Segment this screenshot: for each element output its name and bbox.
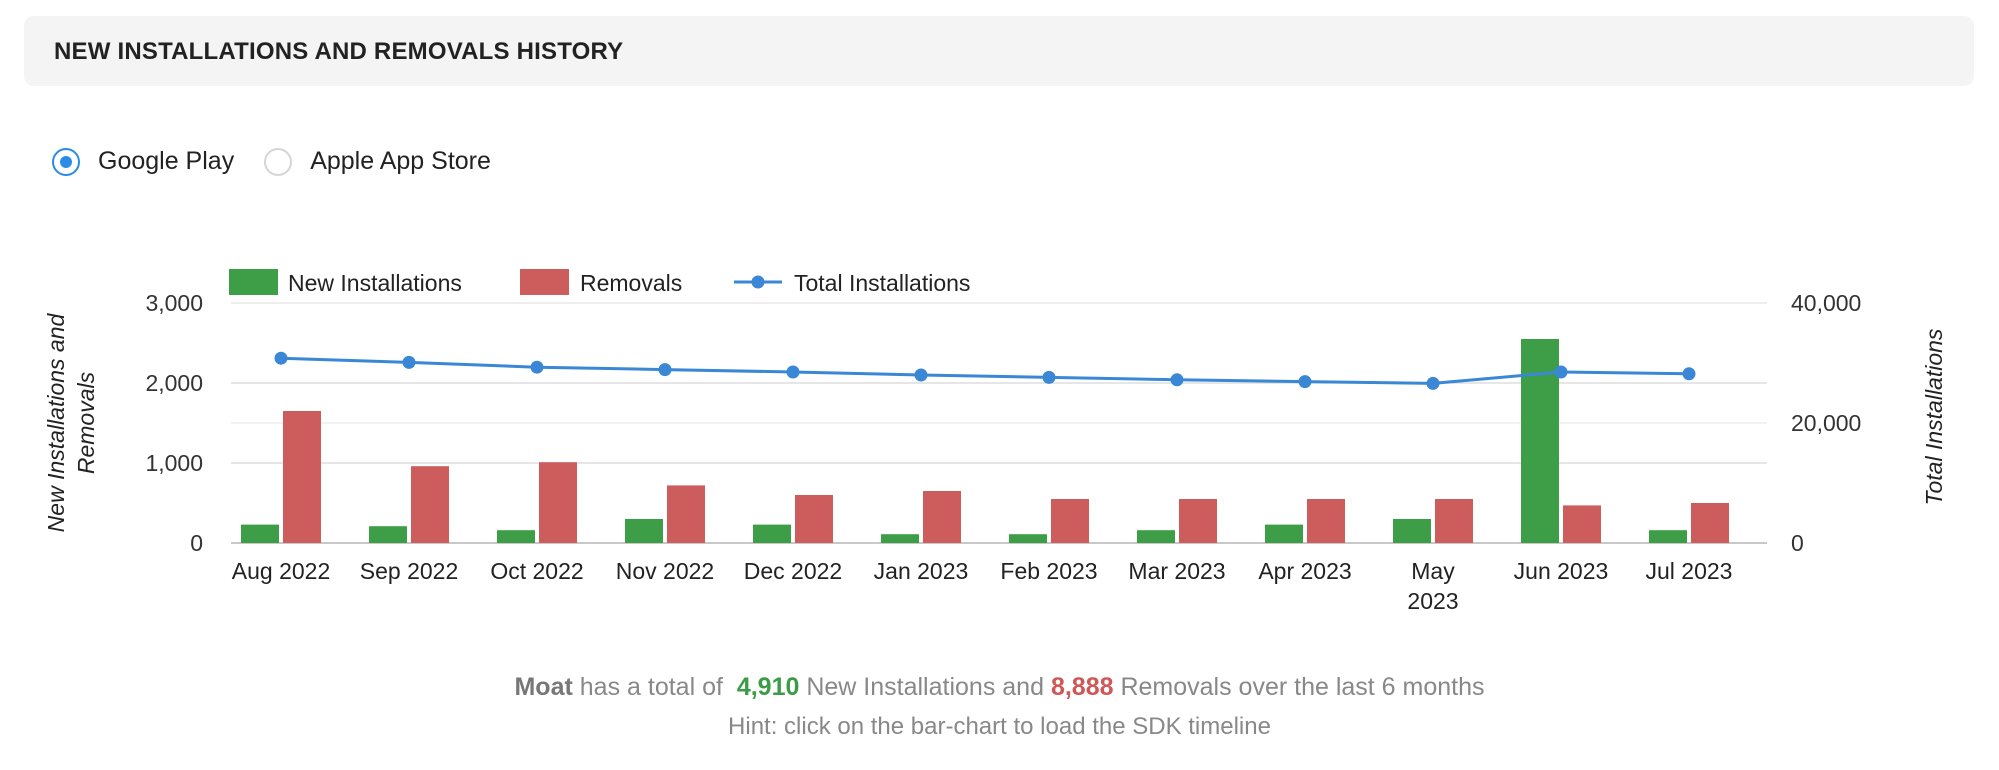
y-tick-label-left: 3,000 [145,290,203,316]
legend-label-removals: Removals [580,270,682,296]
y-tick-label-left: 1,000 [145,450,203,476]
bar-removals [1435,499,1473,543]
x-tick-label: Jul 2023 [1646,558,1733,584]
bar-removals [1179,499,1217,543]
y-tick-label-left: 0 [190,530,203,556]
bar-new-installations [1649,530,1687,543]
point-total-installations [530,360,544,374]
point-total-installations [658,363,672,377]
bar-new-installations [1521,339,1559,543]
y-tick-label-right: 20,000 [1791,410,1861,436]
bar-new-installations [369,526,407,543]
point-total-installations [1554,365,1568,379]
radio-apple-app-store[interactable]: Apple App Store [264,147,491,176]
x-tick-label: May 2023 [1407,558,1458,614]
summary-removals-total: 8,888 [1050,673,1114,701]
bar-new-installations [241,524,279,543]
store-selector: Google Play Apple App Store [52,147,521,176]
x-tick-label: Mar 2023 [1128,558,1225,584]
bar-new-installations [753,524,791,543]
y-axis-title-left: New Installations and Removals [43,312,99,532]
point-total-installations [1426,376,1440,390]
point-total-installations [1298,375,1312,389]
point-total-installations [274,351,288,365]
legend-marker-total-installations [751,275,765,289]
x-tick-label: Feb 2023 [1000,558,1097,584]
installations-chart[interactable]: 0 1,000 2,000 3,000 0 20,000 40,000 Aug 2022 Sep… [0,250,1999,630]
radio-button-unchecked[interactable] [264,147,293,176]
bar-removals [667,485,705,543]
bar-new-installations [1137,530,1175,543]
y-tick-label-right: 0 [1791,530,1804,556]
bar-removals [283,411,321,543]
bar-new-installations [625,519,663,543]
bar-removals [1563,505,1601,543]
point-total-installations [914,368,928,382]
y-tick-label-right: 40,000 [1791,290,1861,316]
x-tick-label: Jun 2023 [1514,558,1609,584]
summary-line: Moat has a total of 4,910 New Installati… [0,673,1999,702]
point-total-installations [1042,370,1056,384]
summary-text-1: has a total of [579,673,723,701]
y-tick-label-left: 2,000 [145,370,203,396]
section-header: NEW INSTALLATIONS AND REMOVALS HISTORY [24,16,1974,86]
summary-text-2: New Installations and [806,673,1044,701]
bar-removals [1051,499,1089,543]
bar-removals [923,491,961,543]
point-total-installations [786,365,800,379]
x-tick-label: Jan 2023 [874,558,969,584]
hint-text: Hint: click on the bar-chart to load the… [728,713,1271,740]
x-tick-label: Oct 2022 [490,558,583,584]
point-total-installations [402,355,416,369]
x-tick-label: Dec 2022 [744,558,842,584]
x-tick-label: Apr 2023 [1258,558,1351,584]
bar-new-installations [1265,524,1303,543]
legend-label-new-installations: New Installations [288,270,462,296]
summary-text-3: Removals over the last 6 months [1120,673,1485,701]
bar-removals [539,462,577,543]
x-tick-label: Aug 2022 [232,558,330,584]
summary-new-installations-total: 4,910 [736,673,800,701]
bar-new-installations [497,530,535,543]
point-total-installations [1170,373,1184,387]
y-axis-title-right: Total Installations [1921,328,1947,505]
legend-label-total-installations: Total Installations [794,270,970,296]
bar-removals [1307,499,1345,543]
radio-button-checked[interactable] [52,147,80,176]
line-total-installations [280,356,1690,385]
bar-new-installations [881,534,919,543]
radio-label-google-play: Google Play [98,147,235,175]
point-total-installations [1682,367,1696,381]
bar-removals [1691,503,1729,543]
radio-label-apple-app-store: Apple App Store [310,147,491,175]
legend-swatch-new-installations [229,269,278,295]
section-title: NEW INSTALLATIONS AND REMOVALS HISTORY [54,38,624,65]
bar-removals [411,466,449,543]
summary-app-name: Moat [514,673,573,701]
radio-google-play[interactable]: Google Play [52,147,234,176]
legend-swatch-removals [520,269,569,295]
x-tick-label: Nov 2022 [616,558,714,584]
bar-removals [795,495,833,543]
bar-new-installations [1393,519,1431,543]
x-tick-label: Sep 2022 [360,558,458,584]
bar-new-installations [1009,534,1047,543]
